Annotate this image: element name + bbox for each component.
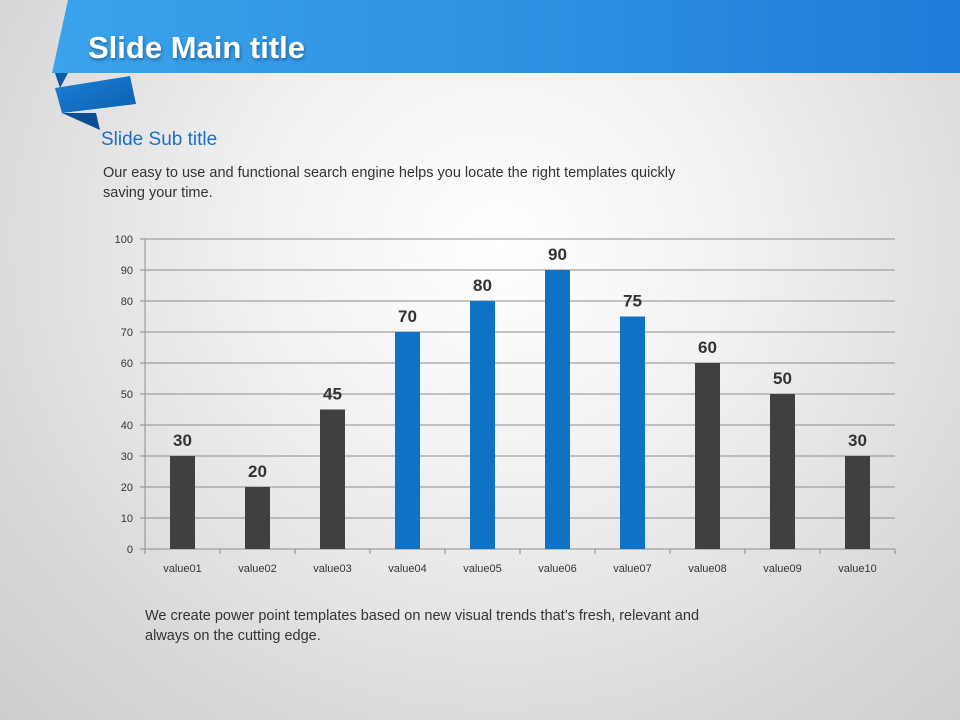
ribbon-tail-fold [55, 76, 136, 113]
y-tick-label: 70 [121, 327, 133, 339]
y-tick-label: 50 [121, 389, 133, 401]
ribbon-fold-shadow [55, 73, 68, 88]
footer-paragraph: We create power point templates based on… [145, 608, 700, 644]
header-ribbon [52, 0, 960, 130]
y-tick-label: 80 [121, 296, 133, 308]
data-label-value05: 80 [473, 276, 492, 295]
x-tick-label-value06: value06 [538, 563, 577, 575]
x-tick-label-value07: value07 [613, 563, 652, 575]
y-tick-label: 0 [127, 544, 133, 556]
page-title: Slide Main title [88, 30, 306, 65]
x-tick-label-value02: value02 [238, 563, 277, 575]
data-label-value04: 70 [398, 307, 417, 326]
bar-value08 [695, 363, 720, 549]
data-label-value03: 45 [323, 385, 342, 404]
bar-value04 [395, 332, 420, 549]
bar-value06 [545, 270, 570, 549]
y-tick-label: 20 [121, 482, 133, 494]
bar-value05 [470, 301, 495, 549]
bar-value01 [170, 456, 195, 549]
data-label-value06: 90 [548, 245, 567, 264]
page-subtitle: Slide Sub title [101, 129, 218, 150]
ribbon-tail-notch [62, 113, 100, 130]
x-tick-label-value10: value10 [838, 563, 877, 575]
data-label-value07: 75 [623, 292, 642, 311]
y-tick-label: 90 [121, 265, 133, 277]
bar-value09 [770, 394, 795, 549]
y-tick-label: 30 [121, 451, 133, 463]
bar-value10 [845, 456, 870, 549]
x-tick-label-value08: value08 [688, 563, 727, 575]
bar-value02 [245, 487, 270, 549]
y-tick-label: 10 [121, 513, 133, 525]
data-label-value01: 30 [173, 431, 192, 450]
data-label-value02: 20 [248, 462, 267, 481]
data-label-value08: 60 [698, 338, 717, 357]
intro-paragraph: Our easy to use and functional search en… [103, 165, 676, 201]
x-tick-label-value04: value04 [388, 563, 427, 575]
x-tick-label-value09: value09 [763, 563, 802, 575]
x-tick-label-value01: value01 [163, 563, 202, 575]
header-band [52, 0, 960, 73]
y-tick-label: 40 [121, 420, 133, 432]
bar-value07 [620, 316, 645, 549]
y-tick-label: 60 [121, 358, 133, 370]
bar-value03 [320, 409, 345, 549]
data-label-value10: 30 [848, 431, 867, 450]
data-label-value09: 50 [773, 369, 792, 388]
x-tick-label-value03: value03 [313, 563, 352, 575]
x-tick-label-value05: value05 [463, 563, 502, 575]
y-tick-label: 100 [115, 234, 133, 246]
